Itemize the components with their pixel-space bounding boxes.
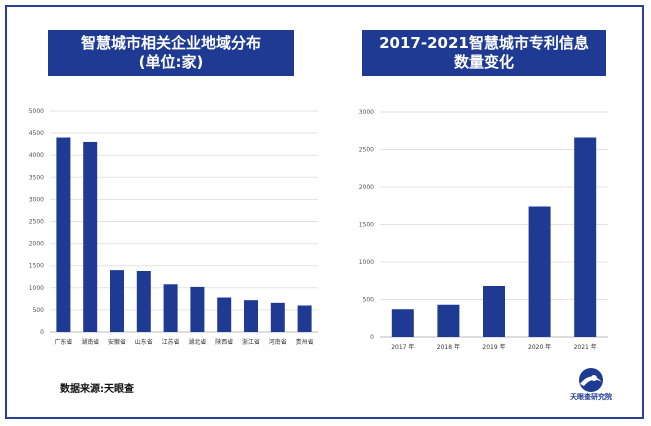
- x-tick-label-year: 2017 年: [391, 343, 414, 351]
- y-tick-label-region: 4000: [29, 152, 44, 159]
- tianyancha-logo: 天眼查研究院: [556, 366, 626, 406]
- left-chart-title: 智慧城市相关企业地域分布: [80, 34, 261, 52]
- y-tick-label-region: 5000: [29, 108, 44, 115]
- bar-region: [297, 305, 312, 332]
- right-chart-title-banner: 2017-2021智慧城市专利信息 数量变化: [362, 30, 606, 76]
- x-tick-label-region: 江苏省: [162, 338, 180, 346]
- bar-region: [110, 270, 124, 332]
- right-chart-title-line2: 数量变化: [453, 53, 514, 71]
- bar-region: [217, 297, 232, 332]
- x-tick-label-region: 浙江省: [242, 338, 260, 346]
- y-tick-label-year: 2500: [359, 147, 374, 154]
- bar-region: [136, 271, 151, 332]
- y-tick-label-region: 1000: [29, 285, 44, 292]
- y-tick-label-region: 0: [40, 329, 44, 336]
- x-tick-label-year: 2020 年: [528, 343, 551, 351]
- y-tick-label-year: 0: [370, 334, 374, 341]
- y-tick-label-year: 3000: [359, 109, 374, 116]
- y-tick-label-year: 2000: [359, 184, 374, 191]
- bar-year: [528, 206, 551, 337]
- x-tick-label-region: 陕西省: [215, 338, 233, 346]
- y-tick-label-region: 3500: [29, 174, 44, 181]
- x-tick-label-year: 2018 年: [437, 343, 460, 351]
- bar-region: [163, 284, 178, 332]
- bar-region: [190, 286, 205, 332]
- y-tick-label-year: 1500: [359, 222, 374, 229]
- y-tick-label-region: 500: [33, 307, 45, 314]
- y-tick-label-year: 500: [363, 297, 375, 304]
- left-chart-unit: (单位:家): [138, 53, 204, 71]
- y-tick-label-region: 2000: [29, 241, 44, 248]
- x-tick-label-region: 安徽省: [108, 338, 126, 346]
- bar-year: [574, 137, 597, 337]
- bar-region: [56, 137, 71, 332]
- x-tick-label-region: 河南省: [269, 338, 287, 346]
- bar-region: [83, 141, 98, 332]
- x-tick-label-region: 贵州省: [296, 338, 314, 346]
- x-tick-label-region: 湖南省: [81, 338, 99, 346]
- y-tick-label-year: 1000: [359, 259, 374, 266]
- bar-year: [391, 309, 414, 337]
- y-tick-label-region: 4500: [29, 130, 44, 137]
- right-chart-title: 2017-2021智慧城市专利信息: [379, 34, 589, 52]
- logo-label: 天眼查研究院: [570, 393, 612, 401]
- x-tick-label-region: 广东省: [54, 338, 72, 346]
- y-tick-label-region: 1500: [29, 263, 44, 270]
- x-tick-label-region: 山东省: [135, 338, 153, 346]
- tianyancha-logo-icon: [579, 368, 603, 392]
- y-tick-label-region: 3000: [29, 196, 44, 203]
- x-tick-label-year: 2019 年: [482, 343, 505, 351]
- y-tick-label-region: 2500: [29, 219, 44, 226]
- bar-year: [437, 304, 460, 337]
- x-tick-label-region: 湖北省: [188, 338, 206, 346]
- data-source-note: 数据来源:天眼查: [60, 384, 134, 395]
- x-tick-label-year: 2021 年: [574, 343, 597, 351]
- bar-region: [270, 302, 285, 332]
- left-chart-title-banner: 智慧城市相关企业地域分布 (单位:家): [48, 30, 294, 76]
- bar-year: [483, 286, 505, 337]
- bar-region: [244, 300, 258, 332]
